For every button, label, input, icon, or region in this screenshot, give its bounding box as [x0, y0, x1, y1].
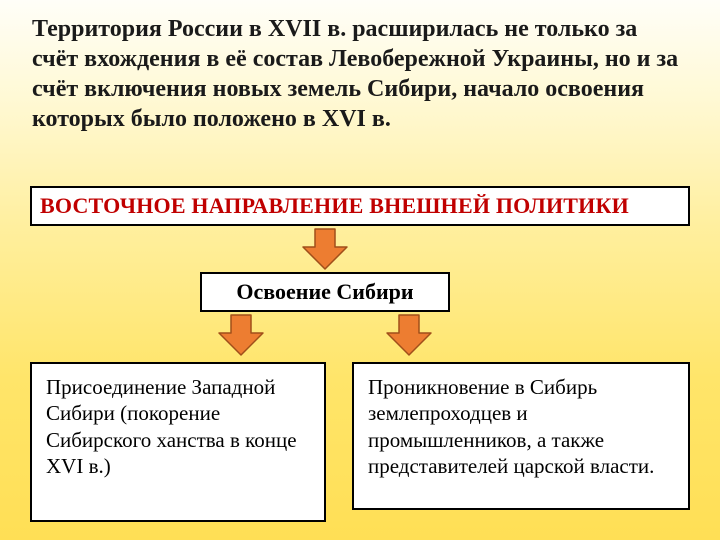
arrow-down-top	[301, 227, 349, 271]
title-text: ВОСТОЧНОЕ НАПРАВЛЕНИЕ ВНЕШНЕЙ ПОЛИТИКИ	[40, 193, 629, 219]
middle-text: Освоение Сибири	[236, 279, 413, 305]
left-text: Присоединение Западной Сибири (покорение…	[46, 374, 310, 479]
left-box: Присоединение Западной Сибири (покорение…	[30, 362, 326, 522]
intro-paragraph: Территория России в XVII в. расширилась …	[32, 14, 688, 134]
arrow-down-left	[217, 313, 265, 357]
right-text: Проникновение в Сибирь землепроходцев и …	[368, 374, 674, 479]
title-box: ВОСТОЧНОЕ НАПРАВЛЕНИЕ ВНЕШНЕЙ ПОЛИТИКИ	[30, 186, 690, 226]
arrow-down-right	[385, 313, 433, 357]
right-box: Проникновение в Сибирь землепроходцев и …	[352, 362, 690, 510]
middle-box: Освоение Сибири	[200, 272, 450, 312]
